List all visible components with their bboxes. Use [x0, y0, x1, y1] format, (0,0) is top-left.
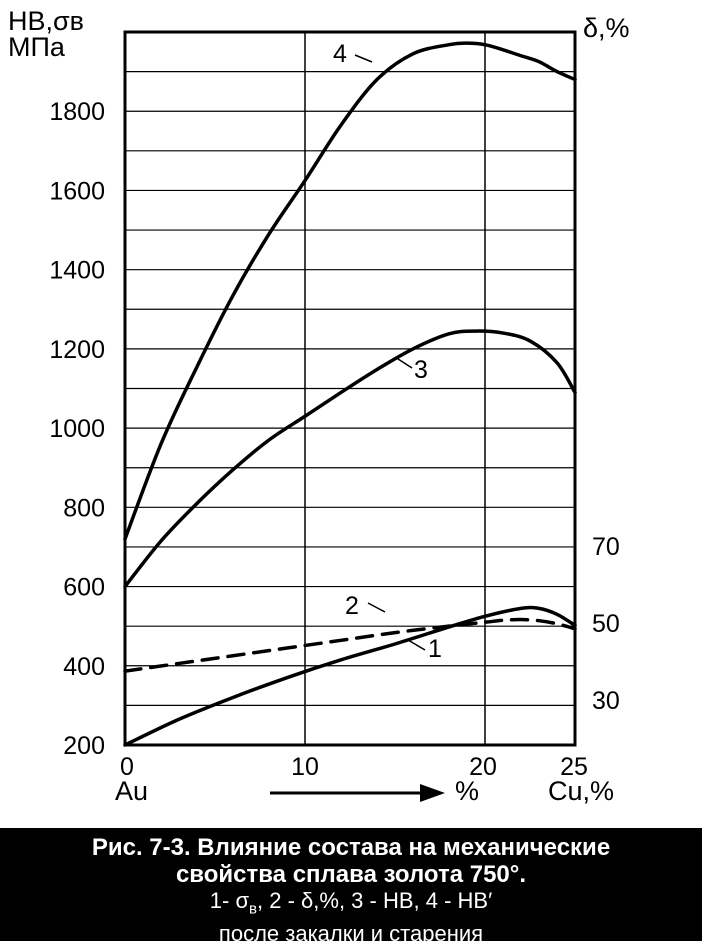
- curve-leader-3: [394, 356, 413, 369]
- curve-3: [123, 329, 577, 589]
- caption-title-line1: Рис. 7-3. Влияние состава на механически…: [91, 834, 611, 861]
- caption-legend-post: , 2 - δ,%, 3 - НВ, 4 - НВ′: [257, 888, 493, 913]
- x-tick-label-20: 20: [469, 753, 497, 781]
- left-tick-label-1600: 1600: [49, 177, 105, 205]
- curve-leader-2: [367, 602, 386, 613]
- x-axis-right-label: Cu,%: [548, 776, 614, 806]
- curve-1: [123, 605, 577, 747]
- left-tick-label-1400: 1400: [49, 257, 105, 285]
- right-tick-label-70: 70: [592, 533, 620, 561]
- curve-labels: 1 2 3 4: [333, 40, 442, 663]
- curve-2: [123, 617, 577, 673]
- left-axis-title-line2: МПа: [8, 32, 66, 62]
- curve-label-4: 4: [333, 40, 347, 68]
- curve-label-2: 2: [345, 592, 359, 620]
- right-axis-title: δ,%: [583, 13, 630, 43]
- caption-legend-line1: 1- σв, 2 - δ,%, 3 - НВ, 4 - НВ′: [0, 888, 702, 921]
- curve-leader-1: [407, 639, 426, 651]
- caption-title-line2: свойства сплава золота 750°.: [175, 861, 527, 888]
- caption-legend-sub: в: [249, 900, 258, 918]
- plot-frame: [123, 30, 577, 747]
- left-tick-label-1200: 1200: [49, 336, 105, 364]
- x-tick-label-25: 25: [560, 753, 588, 781]
- caption-legend-pre: 1- σ: [209, 888, 250, 913]
- right-tick-label-30: 30: [592, 687, 620, 715]
- left-axis-ticks: 200 400 600 800 1000 1200 1400 1600 1800: [49, 98, 105, 760]
- x-tick-label-0: 0: [120, 753, 134, 781]
- left-tick-label-400: 400: [63, 653, 105, 681]
- x-axis-ticks: 0 10 20 25: [120, 753, 588, 781]
- curve-label-3: 3: [414, 356, 428, 384]
- curve-4: [123, 41, 577, 541]
- x-axis-left-label: Au: [115, 776, 148, 806]
- x-axis-unit-label: %: [455, 776, 479, 806]
- left-tick-label-1800: 1800: [49, 98, 105, 126]
- curves: [123, 41, 577, 747]
- right-tick-label-50: 50: [592, 610, 620, 638]
- curve-leader-4: [354, 54, 373, 63]
- left-tick-label-600: 600: [63, 574, 105, 602]
- left-axis-title-line1: HB,σв: [8, 6, 84, 36]
- right-axis-ticks: 30 50 70: [592, 533, 620, 715]
- left-tick-label-200: 200: [63, 732, 105, 760]
- left-tick-label-800: 800: [63, 494, 105, 522]
- x-tick-label-10: 10: [291, 753, 319, 781]
- caption-legend-line2: после закалки и старения: [218, 921, 484, 946]
- left-tick-label-1000: 1000: [49, 415, 105, 443]
- figure-caption: Рис. 7-3. Влияние состава на механически…: [0, 828, 702, 946]
- x-direction-arrow-head: [420, 784, 445, 802]
- curve-label-1: 1: [428, 635, 442, 663]
